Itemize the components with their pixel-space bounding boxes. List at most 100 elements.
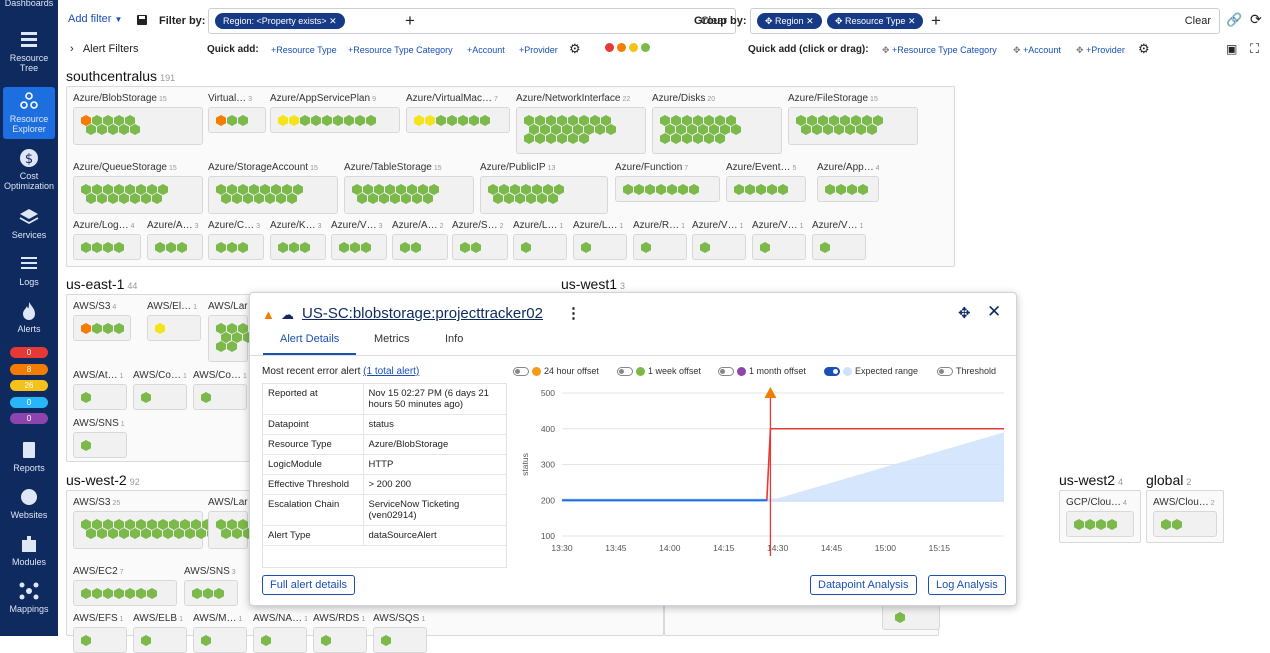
resource-hex[interactable] [678, 184, 688, 195]
resource-group-tile[interactable] [882, 604, 940, 630]
resource-hex[interactable] [579, 133, 589, 144]
resource-hex[interactable] [278, 115, 288, 126]
resource-group-tile[interactable] [788, 107, 918, 145]
save-icon[interactable] [136, 14, 148, 40]
resource-hex[interactable] [92, 588, 102, 599]
resource-hex[interactable] [493, 193, 503, 204]
quick-add-resource-type[interactable]: +Resource Type [271, 45, 337, 55]
resource-hex[interactable] [425, 115, 435, 126]
resource-hex[interactable] [97, 193, 107, 204]
resource-hex[interactable] [243, 528, 253, 539]
resource-hex[interactable] [529, 124, 539, 135]
resource-hex[interactable] [260, 184, 270, 195]
group-label[interactable]: AWS/Clou… 2 [1153, 497, 1217, 508]
group-pill-region[interactable]: ✥ Region ✕ [757, 13, 822, 29]
resource-hex[interactable] [535, 115, 545, 126]
resource-group-tile[interactable] [652, 107, 782, 154]
resource-hex[interactable] [177, 242, 187, 253]
resource-hex[interactable] [201, 635, 211, 646]
group-label[interactable]: Azure/K… 3 [270, 220, 326, 231]
resource-hex[interactable] [745, 184, 755, 195]
resource-title-link[interactable]: US-SC:blobstorage:projecttracker02 [302, 305, 543, 322]
resource-hex[interactable] [97, 124, 107, 135]
resource-hex[interactable] [601, 115, 611, 126]
legend-24h[interactable]: 24 hour offset [513, 366, 599, 377]
resource-hex[interactable] [665, 124, 675, 135]
resource-hex[interactable] [114, 242, 124, 253]
resource-hex[interactable] [411, 242, 421, 253]
resource-hex[interactable] [460, 242, 470, 253]
legend-expected-range[interactable]: Expected range [824, 366, 918, 377]
resource-hex[interactable] [551, 124, 561, 135]
resource-group-tile[interactable] [193, 384, 247, 410]
legend-1week[interactable]: 1 week offset [617, 366, 701, 377]
resource-hex[interactable] [671, 115, 681, 126]
tab-alert-details[interactable]: Alert Details [263, 333, 357, 355]
resource-group-tile[interactable] [615, 176, 720, 202]
resource-hex[interactable] [379, 193, 389, 204]
resource-hex[interactable] [300, 242, 310, 253]
error-alert-icon[interactable] [617, 43, 626, 53]
drag-provider[interactable]: ✥ +Provider [1076, 45, 1125, 55]
resource-hex[interactable] [232, 193, 242, 204]
resource-group-tile[interactable] [133, 384, 187, 410]
resource-hex[interactable] [836, 184, 846, 195]
resource-hex[interactable] [169, 519, 179, 530]
group-label[interactable]: Azure/R… 1 [633, 220, 687, 231]
group-label[interactable]: Azure/StorageAccount 15 [208, 162, 338, 173]
resource-hex[interactable] [221, 193, 231, 204]
resource-hex[interactable] [282, 184, 292, 195]
resource-hex[interactable] [81, 635, 91, 646]
resource-hex[interactable] [554, 184, 564, 195]
resource-hex[interactable] [238, 184, 248, 195]
resource-hex[interactable] [232, 528, 242, 539]
resource-hex[interactable] [436, 115, 446, 126]
resource-hex[interactable] [227, 323, 237, 334]
resource-group-tile[interactable] [633, 234, 687, 260]
resource-hex[interactable] [715, 133, 725, 144]
resource-hex[interactable] [510, 184, 520, 195]
resource-hex[interactable] [125, 184, 135, 195]
resource-hex[interactable] [704, 133, 714, 144]
group-label[interactable]: AWS/EC2 7 [73, 566, 177, 577]
resource-hex[interactable] [289, 242, 299, 253]
resource-hex[interactable] [524, 115, 534, 126]
resource-group-tile[interactable] [270, 107, 400, 133]
resource-hex[interactable] [141, 392, 151, 403]
resource-hex[interactable] [147, 184, 157, 195]
resource-hex[interactable] [152, 528, 162, 539]
resource-hex[interactable] [418, 184, 428, 195]
resource-group-tile[interactable] [208, 315, 264, 362]
group-label[interactable]: Azure/C… 3 [208, 220, 264, 231]
resource-hex[interactable] [130, 124, 140, 135]
resource-hex[interactable] [537, 193, 547, 204]
resource-hex[interactable] [1107, 519, 1117, 530]
group-label[interactable]: Azure/Function 7 [615, 162, 720, 173]
export-icon[interactable]: ▣ [1226, 42, 1238, 56]
resource-hex[interactable] [1074, 519, 1084, 530]
group-label[interactable]: Azure/NetworkInterface 22 [516, 93, 646, 104]
resource-hex[interactable] [114, 323, 124, 334]
resource-hex[interactable] [86, 528, 96, 539]
resource-hex[interactable] [573, 124, 583, 135]
group-label[interactable]: AWS/EFS 1 [73, 613, 127, 624]
resource-hex[interactable] [81, 323, 91, 334]
resource-hex[interactable] [271, 184, 281, 195]
resource-hex[interactable] [812, 124, 822, 135]
resource-hex[interactable] [108, 193, 118, 204]
resource-hex[interactable] [214, 588, 224, 599]
severity-warning-count[interactable]: 26 [10, 380, 48, 391]
resource-hex[interactable] [287, 193, 297, 204]
group-label[interactable]: Azure/L… 1 [573, 220, 627, 231]
resource-hex[interactable] [166, 242, 176, 253]
resource-hex[interactable] [108, 124, 118, 135]
resource-hex[interactable] [191, 519, 201, 530]
close-icon[interactable]: ✕ [907, 16, 916, 26]
resource-hex[interactable] [114, 184, 124, 195]
legend-threshold[interactable]: Threshold [937, 366, 996, 377]
warning-alert-icon[interactable] [629, 43, 638, 53]
resource-hex[interactable] [756, 184, 766, 195]
resource-hex[interactable] [238, 242, 248, 253]
resource-hex[interactable] [412, 193, 422, 204]
ok-status-icon[interactable] [641, 43, 650, 53]
